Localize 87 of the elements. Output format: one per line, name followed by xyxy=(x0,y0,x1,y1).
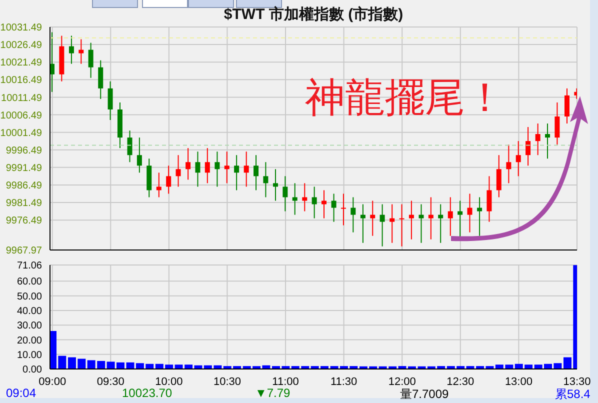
text: 量7.7009 xyxy=(400,386,449,403)
y-tick-label: 20.00 xyxy=(16,335,42,346)
candlestick xyxy=(506,144,512,184)
annotation: 神龍擺尾！ xyxy=(305,74,505,123)
candlestick xyxy=(224,151,230,184)
candlestick xyxy=(526,126,531,166)
candlestick xyxy=(302,182,308,212)
candlestick xyxy=(254,154,259,191)
y-tick-label: 71.06 xyxy=(16,260,42,272)
text: 10023.70 xyxy=(122,386,172,400)
candlestick xyxy=(214,151,220,188)
candlestick xyxy=(438,204,444,244)
candlestick xyxy=(166,165,172,194)
x-tick-label: 13:30 xyxy=(563,376,591,388)
y-tick-label: 10006.49 xyxy=(0,110,42,122)
y-tick-label: 50.00 xyxy=(16,291,42,302)
x-tick-label: 12:00 xyxy=(388,376,416,388)
y-tick-label: 0.00 xyxy=(22,364,42,376)
candlestick xyxy=(195,151,200,188)
y-tick-label: 10.00 xyxy=(16,350,42,361)
candlestick xyxy=(486,176,492,222)
y-tick-label: 10031.49 xyxy=(0,22,42,34)
y-tick-label: 9986.49 xyxy=(6,180,42,192)
x-tick-label: 12:30 xyxy=(446,376,474,388)
candlestick xyxy=(244,151,249,188)
candlestick xyxy=(408,200,414,240)
candlestick xyxy=(545,123,550,160)
x-tick-label: 10:30 xyxy=(213,376,241,388)
candlestick xyxy=(88,42,94,78)
x-tick-label: 10:00 xyxy=(155,376,183,388)
candlestick xyxy=(292,182,298,216)
chart-title: $TWT 市加權指數 (市指數) xyxy=(222,5,404,24)
candlestick xyxy=(360,204,366,244)
y-tick-label: 9991.49 xyxy=(6,162,42,174)
candlestick xyxy=(282,176,288,212)
candlestick xyxy=(535,123,540,156)
candlestick xyxy=(273,168,278,202)
y-tick-label: 9976.49 xyxy=(6,216,42,227)
candlestick xyxy=(186,148,191,180)
candlestick xyxy=(448,196,453,236)
candlestick xyxy=(390,204,395,244)
x-tick-label: 11:00 xyxy=(272,376,299,388)
candlestick xyxy=(428,196,434,240)
x-tick-label: 11:30 xyxy=(330,376,358,388)
candlestick xyxy=(496,154,502,198)
candlestick xyxy=(477,196,482,236)
y-tick-label: 9996.49 xyxy=(6,145,42,156)
candlestick xyxy=(176,154,181,188)
candlestick xyxy=(156,172,162,198)
candlestick xyxy=(350,196,356,233)
candlestick xyxy=(564,88,570,124)
candlestick xyxy=(322,190,327,219)
candlestick xyxy=(127,130,132,163)
y-tick-label: 9981.49 xyxy=(6,198,42,210)
candlestick xyxy=(312,186,317,219)
y-tick-label: 10026.49 xyxy=(0,40,42,52)
y-tick-label: 10021.49 xyxy=(0,58,42,69)
x-tick-label: 09:00 xyxy=(38,376,66,388)
candlestick xyxy=(467,193,472,233)
text: 09:04 xyxy=(6,386,36,400)
candlestick xyxy=(340,193,346,226)
candlestick xyxy=(234,154,240,191)
candlestick xyxy=(78,38,84,64)
y-tick-label: 60.00 xyxy=(16,276,42,288)
text: ▼7.79 xyxy=(255,386,290,400)
y-tick-label: 30.00 xyxy=(16,320,42,332)
x-tick-label: 13:00 xyxy=(504,376,532,388)
y-tick-label: 10011.49 xyxy=(1,92,42,104)
candlestick xyxy=(370,200,376,236)
candlestick xyxy=(68,35,74,64)
text: 累58.4 xyxy=(555,386,590,403)
y-tick-label: 40.00 xyxy=(16,306,42,318)
y-tick-label: 10001.49 xyxy=(0,128,42,139)
candlestick xyxy=(516,140,521,177)
candlestick xyxy=(263,162,268,198)
candlestick xyxy=(418,204,424,244)
candlestick xyxy=(98,60,104,100)
candlestick xyxy=(108,80,113,120)
candlestick xyxy=(136,137,142,174)
candlestick xyxy=(380,204,385,247)
x-tick-label: 09:30 xyxy=(96,376,124,388)
candlestick xyxy=(554,102,560,146)
candlestick xyxy=(331,193,336,222)
candlestick xyxy=(204,148,210,184)
y-tick-label: 9967.97 xyxy=(6,246,42,257)
y-tick-label: 10016.49 xyxy=(0,75,42,86)
candlestick xyxy=(399,204,404,247)
